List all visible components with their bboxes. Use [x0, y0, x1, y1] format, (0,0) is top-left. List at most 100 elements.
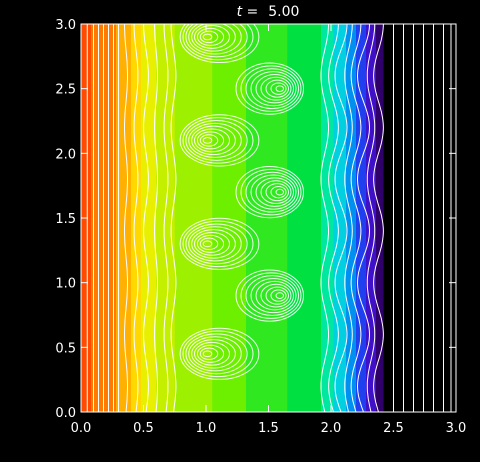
contour-vortex-ring — [194, 341, 230, 366]
contour-vortex-ring — [260, 283, 292, 308]
x-tick-label: 1.0 — [196, 421, 217, 436]
color-band — [383, 24, 456, 412]
contour-vortex-ring — [194, 128, 230, 153]
contour-vortex-ring — [199, 134, 219, 147]
contour-vortex-ring — [196, 344, 225, 363]
contour-vortex-ring — [188, 336, 242, 372]
contour-vortex-ring — [191, 24, 236, 52]
contour-level-line — [154, 24, 158, 412]
contour-vortex-ring — [182, 220, 254, 268]
contour-vortex-ring — [275, 292, 284, 299]
title-variable: t — [237, 4, 243, 20]
contour-level-line — [163, 24, 169, 412]
contour-vortex-ring — [188, 24, 242, 55]
contour-vortex-ring — [196, 234, 225, 253]
contour-level-line — [366, 24, 376, 412]
contour-vortex-ring — [202, 240, 213, 248]
x-tick-label: 1.5 — [258, 421, 279, 436]
contour-vortex-ring — [188, 122, 242, 158]
contour-vortex-ring — [240, 168, 302, 216]
contour-vortex-ring — [182, 117, 254, 164]
contour-vortex-ring — [245, 68, 299, 110]
contour-vortex-ring — [179, 327, 260, 380]
contour-vortex-ring — [235, 166, 304, 219]
contour-vortex-ring — [270, 185, 287, 199]
contour-vortex-ring — [245, 275, 299, 317]
x-axis: 0.0 0.5 1.0 1.5 2.0 2.5 3.0 — [71, 24, 467, 436]
y-axis: 0.0 0.5 1.0 1.5 2.0 2.5 3.0 — [55, 18, 456, 421]
y-tick-label: 0.5 — [55, 341, 76, 356]
y-tick-label: 1.5 — [55, 212, 76, 227]
contour-vortex-ring — [199, 30, 219, 44]
contour-level-line — [133, 24, 139, 412]
contour-level-line — [124, 24, 128, 412]
color-band — [376, 24, 384, 412]
contour-vortex-ring — [265, 183, 289, 202]
contour-level-line — [373, 24, 384, 412]
contour-vortex-ring — [235, 62, 304, 115]
contour-vortex-ring — [191, 229, 236, 259]
y-tick-label: 0.0 — [55, 406, 76, 421]
y-tick-label: 2.0 — [55, 147, 76, 162]
contour-level-line — [344, 24, 353, 412]
x-tick-label: 0.0 — [71, 421, 92, 436]
contour-vortex-ring — [275, 188, 284, 196]
contour-vortex-ring — [185, 223, 248, 265]
plot-area — [80, 23, 457, 413]
contour-vortex-ring — [265, 79, 289, 98]
contour-vortex-ring — [260, 180, 292, 205]
contour-vortex-ring — [182, 24, 254, 61]
title-value: 5.00 — [268, 4, 299, 20]
contour-vortex-ring — [240, 65, 302, 112]
contour-vortex-ring — [250, 278, 297, 314]
color-band — [356, 24, 367, 412]
x-tick-label: 2.5 — [383, 421, 404, 436]
color-band — [141, 24, 157, 412]
title-equals: = — [242, 4, 258, 20]
color-band — [156, 24, 176, 412]
x-tick-label: 0.5 — [133, 421, 154, 436]
contour-level-line — [143, 24, 149, 412]
contour-vortex-ring — [270, 289, 287, 302]
contour-vortex-ring — [255, 177, 294, 207]
contour-vortex-ring — [199, 347, 219, 360]
contour-vortex-ring — [202, 33, 213, 41]
contour-vortex-ring — [182, 330, 254, 378]
contour-level-line — [320, 24, 329, 412]
y-tick-label: 1.0 — [55, 277, 76, 292]
x-tick-label: 3.0 — [446, 421, 467, 436]
contour-vortex-ring — [194, 231, 230, 256]
contour-vortex-ring — [250, 71, 297, 107]
contour-vortex-ring — [179, 114, 260, 167]
contour-level-line — [328, 24, 339, 412]
contour-level-line — [356, 24, 371, 412]
contour-vortex-ring — [185, 333, 248, 375]
color-band — [131, 24, 142, 412]
contour-vortex-ring — [191, 339, 236, 369]
color-band — [366, 24, 377, 412]
contour-vortex-ring — [240, 272, 302, 319]
contour-vortex-ring — [275, 85, 284, 93]
contour-vortex-ring — [191, 125, 236, 156]
contour-vortex-ring — [179, 217, 260, 270]
contour-level-line — [170, 24, 177, 412]
x-tick-label: 2.0 — [321, 421, 342, 436]
color-band — [287, 24, 322, 412]
contour-vortex-ring — [194, 25, 230, 49]
contour-vortex-ring — [188, 226, 242, 262]
contour-vortex-ring — [199, 237, 219, 251]
contour-vortex-ring — [202, 137, 213, 144]
contour-vortex-ring — [255, 280, 294, 311]
contour-vortex-ring — [202, 350, 213, 358]
contour-vortex-ring — [196, 27, 225, 46]
y-tick-label: 3.0 — [55, 18, 76, 33]
contour-vortex-ring — [179, 24, 260, 64]
y-tick-label: 2.5 — [55, 83, 76, 98]
contour-vortex-ring — [255, 73, 294, 104]
contour-vortex-ring — [185, 24, 248, 58]
color-band — [116, 24, 132, 412]
contour-vortex-ring — [270, 82, 287, 95]
contour-vortex-ring — [260, 76, 292, 101]
contour-vortex-ring — [235, 269, 304, 322]
